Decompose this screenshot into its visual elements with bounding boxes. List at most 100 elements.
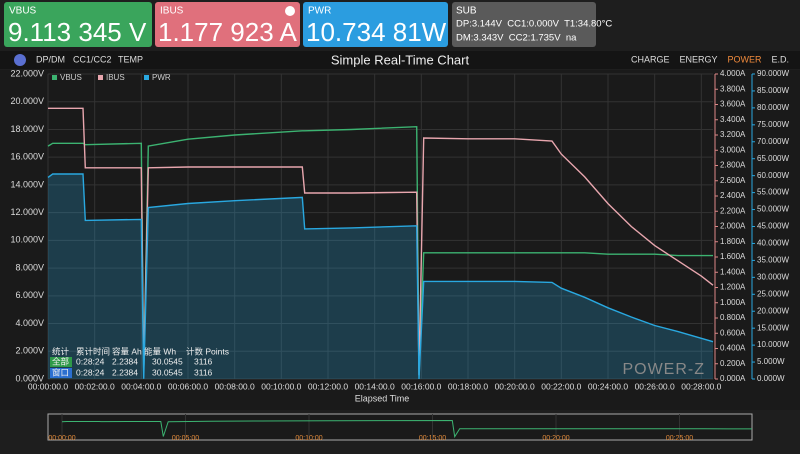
sub-panel [452,2,596,47]
y3-tick-label: 30.000W [757,272,789,281]
row-label-bg [50,357,72,367]
overview-box [47,413,753,441]
reset-icon[interactable] [285,6,295,16]
stats-cell: 30.0545 [152,367,183,377]
overview: 00:00:00 00:05:00 00:10:00 00:15:00 00:20:00… [48,414,752,442]
legend-swatch [98,75,103,80]
y3-tick-label: 0.000W [757,374,785,383]
y-tick-label: 18.000V [10,124,44,134]
tab[interactable]: TEMP [118,54,143,64]
y-tick-label: 2.000V [15,346,44,356]
y3-tick-label: 10.000W [757,340,789,349]
x-tick-label: 00:06:00.0 [168,381,208,391]
x-tick-label: 00:22:00.0 [541,381,581,391]
series-line [47,173,714,380]
y2-tick-label: 1.400A [720,267,746,276]
y2-tick-label: 0.400A [720,344,746,353]
y2-tick-label: 2.000A [720,222,746,231]
x-tick-label: 00:08:00.0 [215,381,255,391]
legend-swatch [52,75,57,80]
stats-cell: 2.2384 [112,356,138,366]
stats-header: 能量 Wh [144,346,176,356]
sub-line: DM:3.343V CC2:1.735V na [456,33,577,44]
area [48,174,713,379]
overview-tick-label: 00:00:00 [48,435,75,442]
y-tick-label: 4.000V [15,318,44,328]
y2-tick-label: 3.800A [720,84,746,93]
legend-swatch [144,75,149,80]
y2-tick-label: 0.000A [720,374,746,383]
y3-tick-label: 80.000W [757,103,789,112]
vbus-panel [4,2,152,47]
y2-tick-label: 3.000A [720,145,746,154]
y2-tick-label: 2.600A [720,176,746,185]
stats-cell: 0:28:24 [76,367,105,377]
y-tick-label: 16.000V [10,152,44,162]
stats-header: 容量 Ah [112,346,142,356]
y2-tick-label: 1.200A [720,283,746,292]
x-tick-label: 00:26:00.0 [635,381,675,391]
stats-header: 累计时间 [76,346,110,356]
chart-title: Simple Real-Time Chart [331,52,470,67]
y-tick-label: 22.000V [10,68,44,78]
x-tick-label: 00:02:00.0 [75,381,115,391]
right-tabs: CHARGE ENERGY POWER E.D. [631,54,789,64]
y3-tick-label: 55.000W [757,188,789,197]
x-tick-label: 00:12:00.0 [308,381,348,391]
tab[interactable]: ENERGY [680,54,718,64]
overview-tick-label: 00:25:00 [666,435,693,442]
y2-tick-label: 0.800A [720,313,746,322]
tab[interactable]: E.D. [772,54,790,64]
overview-line [61,419,752,439]
tab[interactable]: DP/DM [36,54,65,64]
y2-tick-label: 2.800A [720,161,746,170]
stats-cell: 全部 [52,356,70,366]
panel-value: 1.177 923 A [158,17,297,47]
legend-label: VBUS [60,73,82,82]
stats-cell: 3116 [194,356,213,366]
stats-header: 统计 [52,346,70,356]
y3-tick-label: 65.000W [757,154,789,163]
panel-label: IBUS [160,6,184,17]
y-tick-label: 14.000V [10,179,44,189]
y3-tick-label: 35.000W [757,255,789,264]
y-tick-label: 12.000V [10,207,44,217]
panel-label: SUB [456,6,477,17]
y3-tick-label: 40.000W [757,239,789,248]
toolbar [0,51,800,69]
y3-tick-label: 25.000W [757,289,789,298]
y3-tick-label: 85.000W [757,86,789,95]
y-tick-label: 8.000V [15,262,44,272]
legend-label: IBUS [106,73,125,82]
overview-tick-label: 00:10:00 [295,435,322,442]
y3-tick-label: 15.000W [757,323,789,332]
stats-cell: 30.0545 [152,356,183,366]
x-tick-label: 00:18:00.0 [448,381,488,391]
tab[interactable]: CC1/CC2 [73,54,112,64]
ibus-panel [155,2,300,47]
sub-line: DP:3.144V CC1:0.000V T1:34.80°C [456,19,612,30]
x-tick-label: 00:00:00.0 [28,381,68,391]
tab[interactable]: POWER [728,54,763,64]
pwr-panel [303,2,448,47]
x-tick-label: 00:24:00.0 [588,381,628,391]
y3-tick-label: 70.000W [757,137,789,146]
x-axis-label: Elapsed Time [355,393,410,403]
y-tick-label: 10.000V [10,235,44,245]
y3-tick-label: 50.000W [757,205,789,214]
panel-value: 10.734 81W [306,17,447,47]
x-tick-label: 00:16:00.0 [401,381,441,391]
stats-table: 统计 累计时间 容量 Ah 能量 Wh 计数 Points 全部 0:28:24 2.2384… [50,346,229,378]
stats-cell: 窗口 [52,367,69,377]
y2-tick-label: 0.200A [720,359,746,368]
y3-tick-label: 5.000W [757,357,785,366]
y2-tick-label: 1.600A [720,252,746,261]
y3-tick-label: 90.000W [757,69,789,78]
stats-header: 计数 Points [186,346,229,356]
y2-tick-label: 4.000A [720,69,746,78]
tab[interactable]: CHARGE [631,54,670,64]
watermark: POWER-Z [622,361,705,378]
stats-cell: 3116 [194,367,213,377]
overview-tick-label: 00:15:00 [419,435,446,442]
